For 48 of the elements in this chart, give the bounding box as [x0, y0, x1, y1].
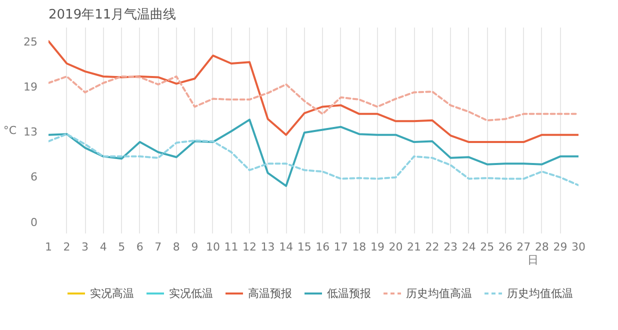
x-tick-label: 10 — [206, 240, 220, 254]
x-tick-label: 19 — [370, 240, 384, 254]
legend-label: 历史均值低温 — [507, 286, 573, 300]
x-tick-label: 17 — [334, 240, 348, 254]
x-tick-label: 25 — [480, 240, 494, 254]
x-tick-label: 7 — [154, 240, 162, 254]
legend-label: 低温预报 — [327, 286, 371, 300]
x-tick-label: 18 — [352, 240, 366, 254]
y-tick-label: 0 — [30, 216, 38, 229]
legend-label: 实况高温 — [90, 286, 134, 300]
x-tick-label: 6 — [136, 240, 144, 254]
legend-label: 历史均值高温 — [406, 286, 472, 300]
line-series — [48, 75, 578, 122]
x-tick-label: 21 — [407, 240, 422, 254]
x-tick-label: 1 — [45, 240, 52, 254]
x-tick-label: 15 — [297, 240, 312, 254]
x-tick-label: 29 — [553, 240, 568, 254]
x-tick-label: 27 — [516, 240, 531, 254]
x-tick-label: 13 — [260, 240, 275, 254]
chart-title: 2019年11月气温曲线 — [48, 8, 176, 22]
x-tick-label: 26 — [498, 240, 512, 254]
x-tick-label: 23 — [444, 240, 458, 254]
x-tick-label: 20 — [388, 240, 403, 254]
x-tick-label: 24 — [462, 240, 476, 254]
line-series — [48, 133, 578, 186]
legend-label: 高温预报 — [248, 286, 292, 300]
y-axis-title: °C — [3, 124, 17, 137]
x-axis-title: 日 — [527, 254, 538, 266]
x-tick-label: 2 — [63, 240, 70, 254]
x-tick-label: 3 — [82, 240, 89, 254]
legend-label: 实况低温 — [169, 286, 213, 300]
x-tick-label: 22 — [425, 240, 440, 254]
x-tick-label: 16 — [316, 240, 330, 254]
x-tick-label: 9 — [191, 240, 198, 254]
x-tick-label: 5 — [118, 240, 126, 254]
y-tick-label: 6 — [30, 170, 38, 184]
y-tick-label: 13 — [24, 126, 38, 139]
x-tick-label: 30 — [572, 240, 586, 254]
x-tick-label: 11 — [224, 240, 238, 254]
line-series — [48, 118, 578, 187]
line-series — [48, 40, 578, 144]
x-tick-label: 28 — [534, 240, 549, 254]
x-tick-label: 8 — [172, 240, 180, 254]
x-tick-label: 14 — [279, 240, 294, 254]
y-tick-label: 25 — [24, 36, 38, 49]
x-tick-label: 4 — [100, 240, 107, 254]
y-tick-label: 19 — [24, 80, 38, 94]
x-tick-label: 12 — [242, 240, 257, 254]
